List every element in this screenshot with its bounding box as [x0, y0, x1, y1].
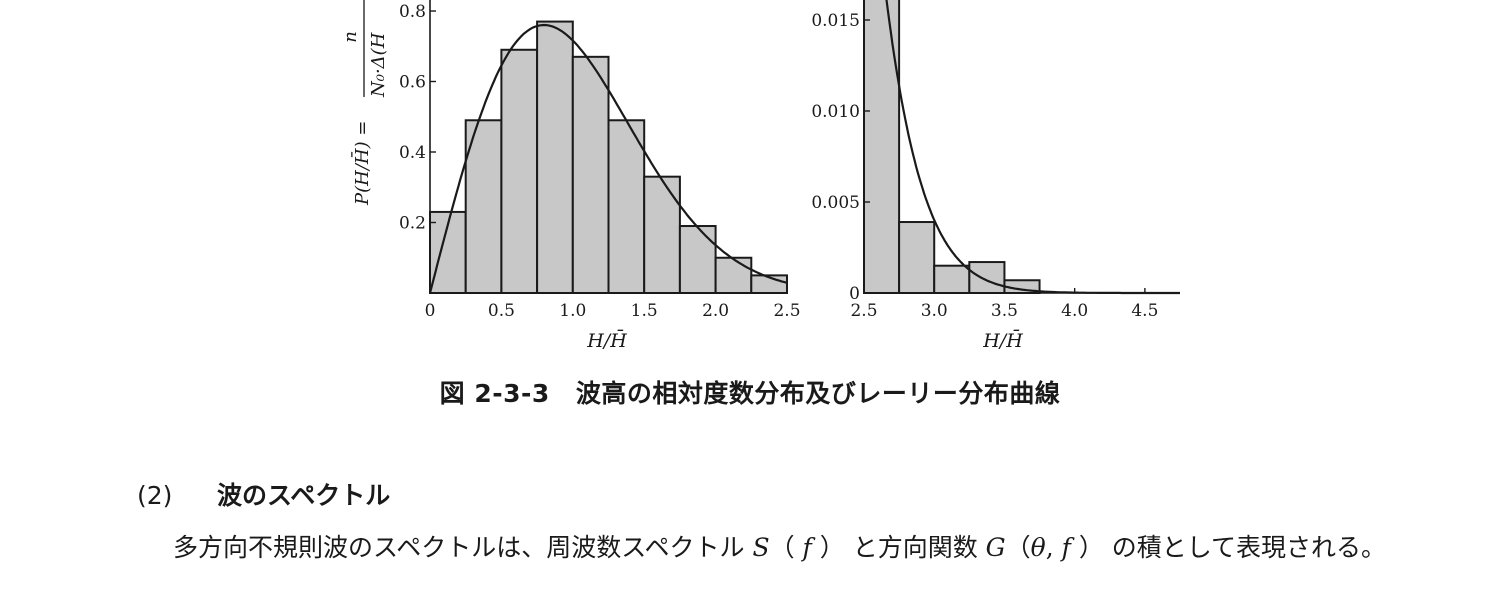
x-tick-label: 4.0 [1061, 301, 1088, 321]
histogram-bar [714, 256, 753, 294]
y-tick-label: 0.6 [399, 73, 426, 93]
symbol-f: f [1061, 533, 1071, 562]
rayleigh-curve [428, 23, 788, 294]
x-tick-label: 1.0 [559, 301, 586, 321]
y-axis-label-numerator: n [340, 31, 361, 43]
symbol-theta: θ [1030, 533, 1046, 562]
x-tick-label: 2.5 [773, 301, 800, 321]
histogram-bar [643, 175, 681, 294]
histogram-bar [607, 119, 646, 295]
paren-close: ） [1070, 533, 1104, 562]
section-number: (2) [137, 481, 173, 510]
histogram-bar [863, 0, 901, 294]
caption-number: 図 2-3-3 [439, 379, 550, 408]
section-heading: (2) 波のスペクトル [137, 476, 390, 512]
x-tick-label: 3.5 [991, 301, 1018, 321]
x-tick-label: 0 [425, 301, 436, 321]
histogram-chart: P(H/H̄) = n N₀·Δ(H 0 0.5 1.0 1.5 2.0 2.5 0.2 0.… [340, 0, 1180, 352]
comma: , [1045, 533, 1062, 562]
y-tick-label: 0.2 [399, 214, 426, 234]
paren-open: （ [769, 533, 803, 562]
paren-close: ） [811, 533, 845, 562]
symbol-s: S [752, 533, 770, 562]
y-tick-label: 0.010 [811, 102, 860, 122]
histogram-bar [968, 261, 1006, 294]
paren-open: （ [1005, 533, 1031, 562]
y-tick-label: 0 [849, 284, 860, 304]
x-tick-label: 2.0 [702, 301, 729, 321]
x-axis-label-left: H/H̄ [586, 329, 627, 352]
y-tick-label: 0.015 [811, 11, 860, 31]
histogram-bar [500, 48, 539, 295]
histogram-bar [678, 225, 717, 294]
chart-panel-left: 0 0.5 1.0 1.5 2.0 2.5 0.2 0.4 0.6 0.8 [399, 0, 801, 321]
paragraph-text: と方向関数 [844, 533, 986, 562]
paragraph-text: 多方向不規則波のスペクトルは、周波数スペクトル [173, 533, 753, 562]
x-tick-label: 2.5 [850, 301, 877, 321]
x-axis-label-right: H/H̄ [982, 329, 1023, 352]
y-axis-label: P(H/H̄) = n N₀·Δ(H [340, 0, 389, 206]
symbol-f: f [802, 533, 812, 562]
x-tick-label: 1.5 [631, 301, 658, 321]
body-paragraph: 多方向不規則波のスペクトルは、周波数スペクトル S（ f ） と方向関数 G（θ… [137, 526, 1387, 570]
symbol-g: G [985, 533, 1006, 562]
x-tick-label: 0.5 [488, 301, 515, 321]
histogram-bar [571, 55, 610, 295]
histogram-bar [536, 20, 574, 294]
y-axis-label-denominator: N₀·Δ(H [368, 32, 389, 98]
figure: P(H/H̄) = n N₀·Δ(H 0 0.5 1.0 1.5 2.0 2.5 0.2 0.… [340, 0, 1180, 352]
y-tick-label: 0.4 [399, 143, 426, 163]
caption-text: 波高の相対度数分布及びレーリー分布曲線 [575, 379, 1061, 408]
section-title: 波のスペクトル [217, 481, 391, 510]
figure-caption: 図 2-3-3 波高の相対度数分布及びレーリー分布曲線 [0, 374, 1500, 410]
chart-panel-right: 2.5 3.0 3.5 4.0 4.5 0 0.005 0.010 0.015 [811, 0, 1180, 321]
y-tick-label: 0.005 [811, 193, 860, 213]
y-tick-label: 0.8 [399, 2, 426, 22]
x-tick-label: 4.5 [1131, 301, 1158, 321]
histogram-bar [933, 264, 971, 295]
histogram-bar [898, 221, 936, 295]
y-axis-label-lhs: P(H/H̄) = [350, 121, 373, 206]
x-tick-label: 3.0 [921, 301, 948, 321]
paragraph-text: の積として表現される。 [1103, 533, 1387, 562]
